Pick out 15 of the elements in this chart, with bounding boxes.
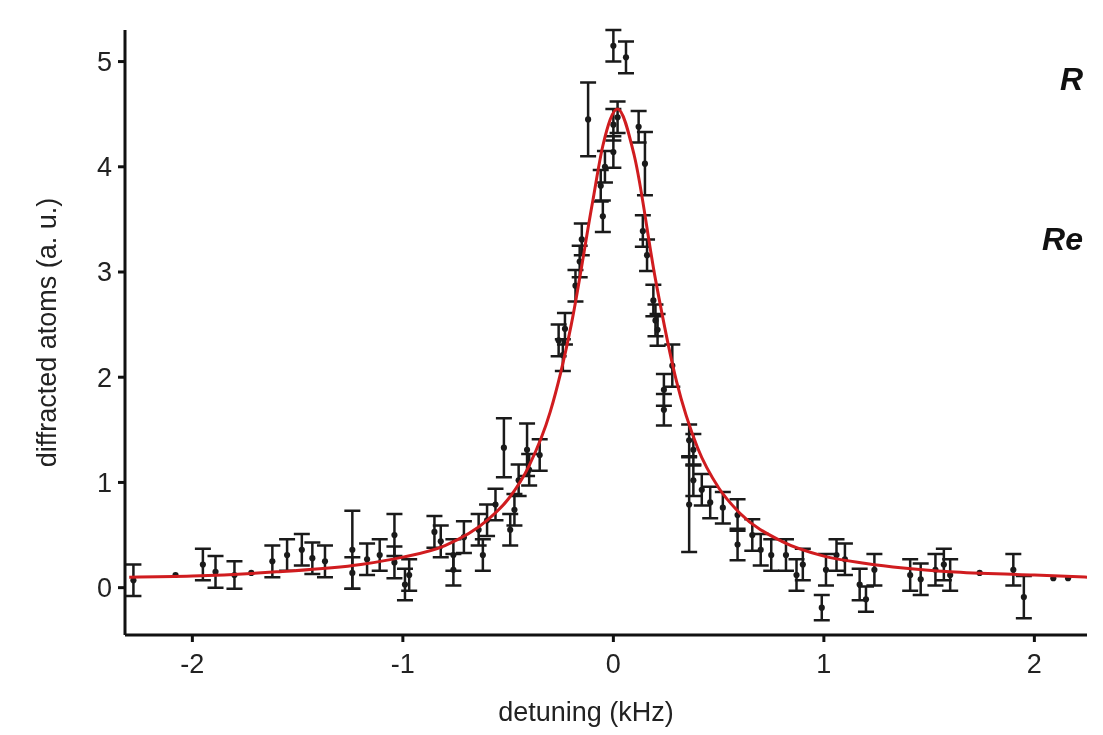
annotation: Re: [1042, 221, 1083, 257]
annotation: R: [1059, 61, 1083, 97]
y-tick-label: 3: [96, 257, 112, 288]
y-tick-label: 0: [96, 573, 112, 604]
x-tick-label: 1: [816, 649, 832, 679]
x-tick-label: -1: [390, 649, 415, 679]
y-tick-label: 2: [96, 362, 112, 393]
y-axis-title: diffracted atoms (a. u.): [32, 197, 62, 468]
x-tick-label: -2: [180, 649, 205, 679]
y-tick-label: 1: [96, 467, 112, 498]
y-tick-label: 4: [96, 152, 112, 183]
y-tick-label: 5: [96, 47, 112, 78]
x-tick-label: 0: [605, 649, 621, 679]
x-tick-label: 2: [1026, 649, 1042, 679]
x-axis-title: detuning (kHz): [498, 697, 674, 727]
